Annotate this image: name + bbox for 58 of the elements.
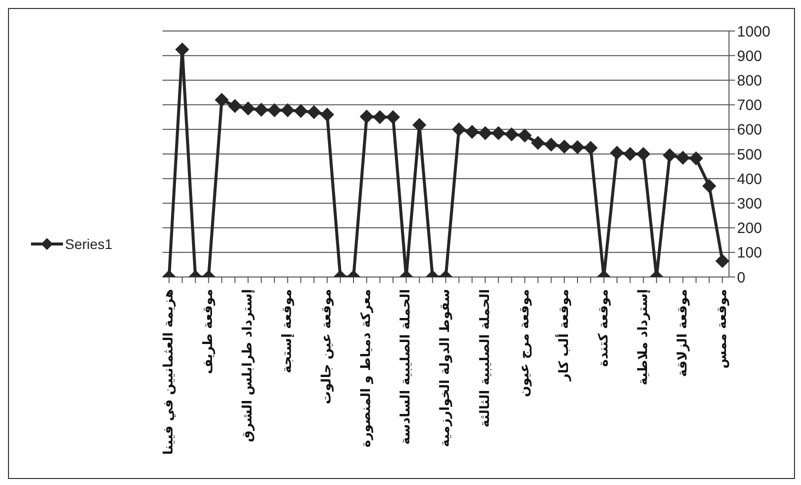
point xyxy=(623,147,638,161)
x-tick-label: موقعة إستجة xyxy=(280,289,296,374)
x-tick-label: موقعة عين جالوت xyxy=(320,289,335,404)
y-tick-label: 600 xyxy=(737,122,762,139)
point xyxy=(241,101,256,116)
point xyxy=(702,178,716,193)
point xyxy=(610,146,624,160)
y-tick-label: 300 xyxy=(737,196,762,213)
y-tick-label: 1000 xyxy=(737,23,770,40)
y-tick-label: 0 xyxy=(737,269,746,286)
point xyxy=(228,99,242,114)
point xyxy=(530,136,545,150)
x-tick-label: موقعة كتندة xyxy=(596,289,612,367)
point xyxy=(504,127,519,142)
x-tick-label: معركة دمياط و المنصورة xyxy=(359,289,374,448)
y-tick-label: 700 xyxy=(737,97,762,114)
point xyxy=(320,108,334,122)
point xyxy=(689,151,704,166)
point xyxy=(662,148,677,162)
point xyxy=(570,140,584,154)
point xyxy=(465,124,480,139)
point xyxy=(636,147,650,161)
point xyxy=(306,105,321,120)
point xyxy=(412,118,426,132)
legend-label: Series1 xyxy=(65,236,112,252)
y-tick-label: 100 xyxy=(737,244,762,262)
y-tick-label: 500 xyxy=(737,146,762,164)
x-tick-label: موقعة ممس xyxy=(714,289,730,369)
point xyxy=(452,122,466,136)
point xyxy=(294,104,308,118)
y-tick-label: 400 xyxy=(737,170,762,188)
point xyxy=(491,126,506,140)
point xyxy=(584,140,598,155)
y-tick-label: 200 xyxy=(737,220,762,238)
point xyxy=(280,103,295,118)
point xyxy=(478,126,492,140)
x-tick-label: الحملة الصليبية السادسة xyxy=(398,289,414,445)
point xyxy=(544,138,558,152)
x-tick-label: موقعة طريف xyxy=(201,289,216,374)
x-tick-label: موقعة الزلاقة xyxy=(675,289,690,377)
x-tick-label: موقعة ألب كار xyxy=(554,289,572,382)
x-tick-label: الحملة الصليبية الثالثة xyxy=(478,289,493,428)
point xyxy=(214,92,229,107)
x-tick-label: إسترداد طرابلس الشرق xyxy=(240,289,256,442)
point xyxy=(676,150,690,165)
point xyxy=(267,103,282,118)
point xyxy=(360,110,374,124)
x-tick-label: هزيمة العثمانيين في فيينا xyxy=(162,289,177,455)
x-tick-label: سقوط الدولة الخوارزمية xyxy=(438,289,454,448)
point xyxy=(372,110,387,124)
point xyxy=(254,102,268,117)
x-tick-label: إسترداد ملاطية xyxy=(636,289,651,386)
y-tick-label: 800 xyxy=(737,72,762,90)
point xyxy=(518,128,532,143)
x-tick-label: موقعة مرج عيون xyxy=(517,289,532,397)
y-tick-label: 900 xyxy=(737,48,762,65)
point xyxy=(557,140,572,154)
point xyxy=(386,110,400,124)
